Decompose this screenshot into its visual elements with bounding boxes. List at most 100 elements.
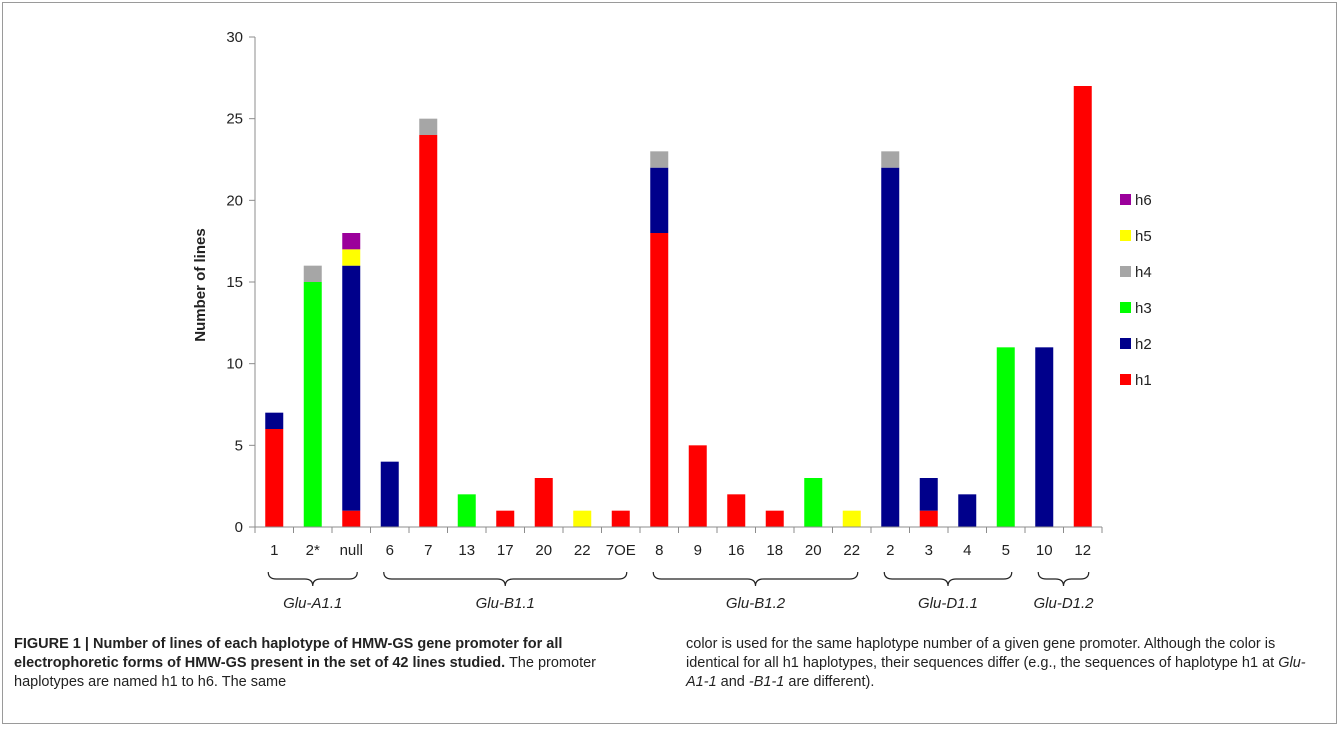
y-tick-label: 0	[235, 519, 243, 536]
bar-segment-h1	[727, 494, 746, 527]
legend-swatch-h1	[1120, 374, 1131, 385]
legend-swatch-h6	[1120, 194, 1131, 205]
x-tick-label: 9	[694, 542, 702, 559]
bar-segment-h2	[958, 494, 977, 527]
bar-segment-h2	[650, 167, 669, 233]
x-tick-label: 22	[843, 542, 860, 559]
group-brace	[267, 571, 358, 587]
legend: h6 h5 h4 h3 h2 h1	[1120, 192, 1152, 389]
y-tick-label: 30	[226, 29, 243, 46]
bar-segment-h5	[342, 249, 361, 266]
bar-segment-h2	[881, 167, 900, 527]
x-axis: 1 2* null 6 7 13 17 20 22 7OE 8 9 16 18 20 22 2 3 4 5 10 12	[254, 526, 1103, 559]
caption-right-text-3: are different).	[784, 674, 875, 690]
bar-segment-h1	[419, 135, 438, 527]
bar-segment-h2	[342, 265, 361, 511]
x-tick-label: 7OE	[606, 542, 636, 559]
legend-label-h3: h3	[1135, 300, 1152, 317]
x-tick-label: 18	[766, 542, 783, 559]
x-tick-label: 6	[386, 542, 394, 559]
bar-segment-h3	[996, 347, 1015, 527]
bar-segment-h1	[650, 233, 669, 527]
x-tick-label: 12	[1074, 542, 1091, 559]
legend-label-h6: h6	[1135, 192, 1152, 209]
legend-label-h5: h5	[1135, 228, 1152, 245]
group-brace	[652, 571, 859, 587]
figure-caption-right: color is used for the same haplotype num…	[686, 635, 1326, 692]
bar-segment-h3	[303, 282, 322, 527]
legend-swatch-h3	[1120, 302, 1131, 313]
legend-label-h1: h1	[1135, 372, 1152, 389]
y-tick-label: 25	[226, 111, 243, 128]
caption-right-text-1: color is used for the same haplotype num…	[686, 636, 1279, 671]
group-brace	[383, 571, 628, 587]
group-label: Glu-D1.2	[1033, 595, 1094, 612]
group-brace	[1037, 571, 1090, 587]
bar-segment-h5	[842, 510, 861, 527]
bar-segment-h4	[650, 151, 669, 168]
x-tick-label: 8	[655, 542, 663, 559]
y-tick-label: 20	[226, 192, 243, 209]
x-tick-label: 2	[886, 542, 894, 559]
bar-segment-h4	[419, 118, 438, 135]
caption-right-italic-1: Glu-A1-1	[686, 655, 1306, 690]
bar-segment-h1	[919, 510, 938, 527]
bar-segment-h1	[688, 445, 707, 527]
bar-segment-h1	[765, 510, 784, 527]
group-label: Glu-A1.1	[283, 595, 342, 612]
group-label: Glu-D1.1	[918, 595, 978, 612]
bar-segment-h1	[534, 478, 553, 527]
x-tick-label: 17	[497, 542, 514, 559]
x-tick-label: 20	[535, 542, 552, 559]
group-brace	[883, 571, 1013, 587]
x-tick-label: 1	[270, 542, 278, 559]
x-tick-label: 4	[963, 542, 971, 559]
bar-segment-h2	[1035, 347, 1054, 527]
x-tick-label: 5	[1002, 542, 1010, 559]
x-tick-label: null	[340, 542, 363, 559]
x-tick-label: 20	[805, 542, 822, 559]
y-tick-label: 10	[226, 356, 243, 373]
legend-swatch-h5	[1120, 230, 1131, 241]
y-tick-label: 15	[226, 274, 243, 291]
group-label: Glu-B1.1	[476, 595, 535, 612]
bar-segment-h3	[457, 494, 476, 527]
bar-segment-h1	[342, 510, 361, 527]
group-braces: Glu-A1.1 Glu-B1.1 Glu-B1.2 Glu-D1.1 Glu-D1.2	[267, 571, 1094, 612]
bar-segment-h6	[342, 233, 361, 250]
x-tick-label: 3	[925, 542, 933, 559]
bar-segment-h2	[919, 478, 938, 511]
x-tick-label: 10	[1036, 542, 1053, 559]
y-axis-label: Number of lines	[192, 228, 209, 341]
y-tick-label: 5	[235, 437, 243, 454]
x-tick-label: 2*	[306, 542, 320, 559]
bar-segment-h3	[804, 478, 823, 527]
bar-segment-h1	[611, 510, 630, 527]
caption-bold: FIGURE 1 | Number of lines of each haplo…	[14, 636, 563, 671]
y-axis: 0 5 10 15 20 25 30	[226, 29, 256, 536]
legend-swatch-h4	[1120, 266, 1131, 277]
bar-segment-h1	[1073, 86, 1092, 527]
bar-segment-h1	[496, 510, 515, 527]
x-tick-label: 7	[424, 542, 432, 559]
x-tick-label: 13	[458, 542, 475, 559]
caption-right-text-2: and	[716, 674, 749, 690]
caption-text: The promoter haplotypes are named h1 to …	[14, 655, 596, 690]
bar-segment-h2	[265, 412, 284, 429]
bar-segment-h1	[265, 429, 284, 527]
figure-caption-left: FIGURE 1 | Number of lines of each haplo…	[14, 635, 654, 692]
x-tick-label: 22	[574, 542, 591, 559]
group-label: Glu-B1.2	[726, 595, 786, 612]
x-tick-label: 16	[728, 542, 745, 559]
caption-right-italic-2: -B1-1	[748, 674, 785, 690]
bars	[265, 86, 1092, 527]
legend-label-h2: h2	[1135, 336, 1152, 353]
legend-label-h4: h4	[1135, 264, 1152, 281]
bar-segment-h2	[380, 461, 399, 527]
bar-segment-h4	[303, 265, 322, 282]
bar-segment-h5	[573, 510, 592, 527]
legend-swatch-h2	[1120, 338, 1131, 349]
bar-segment-h4	[881, 151, 900, 168]
